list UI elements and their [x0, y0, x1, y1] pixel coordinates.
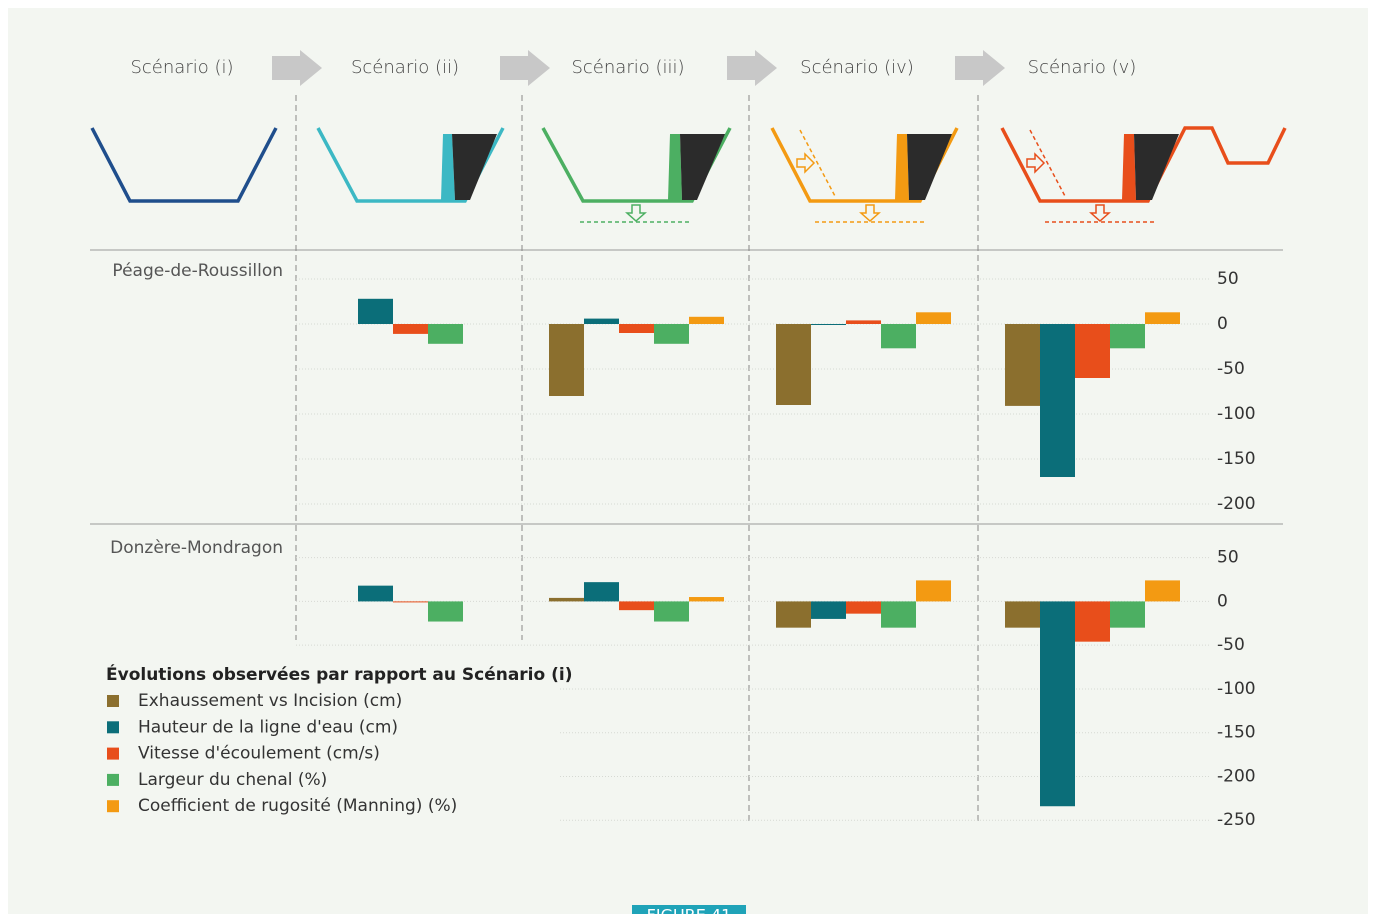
scenario-label: Scénario (ii) [351, 57, 459, 78]
legend-swatch [107, 695, 119, 707]
scenario-label: Scénario (v) [1028, 57, 1137, 78]
y-tick-label: -200 [1217, 494, 1256, 514]
legend-swatch [107, 773, 119, 786]
bar [393, 601, 428, 603]
bar [619, 324, 654, 333]
bar [358, 298, 393, 324]
bar [654, 601, 689, 622]
bar [846, 601, 881, 614]
bar [549, 597, 584, 602]
bar [584, 582, 619, 602]
chart-title: Péage-de-Roussillon [112, 261, 283, 281]
plots: Péage-de-Roussillon Donzère-Mondragon [110, 261, 1210, 821]
legend-label: Largeur du chenal (%) [138, 770, 327, 790]
bar [1110, 601, 1145, 628]
bar [1005, 324, 1040, 406]
y-tick-label: 50 [1217, 548, 1239, 568]
legend-label: Exhaussement vs Incision (cm) [138, 691, 402, 711]
legend-label: Hauteur de la ligne d'eau (cm) [138, 717, 398, 737]
bar [1075, 601, 1110, 642]
arrows [272, 50, 1005, 86]
legend-swatch [107, 721, 119, 734]
legend-label: Vitesse d'écoulement (cm/s) [138, 744, 380, 764]
y-tick-label: -150 [1217, 449, 1256, 469]
bar [654, 324, 689, 344]
bar [1005, 601, 1040, 628]
bar [1110, 324, 1145, 349]
y-tick-label: -100 [1217, 679, 1256, 699]
legend-swatch [107, 800, 119, 813]
y-tick-label: -250 [1217, 810, 1256, 830]
y-tick-label: -150 [1217, 723, 1256, 743]
bar [689, 316, 724, 324]
y-tick-label: -50 [1217, 635, 1245, 655]
bar [1075, 324, 1110, 378]
legend-bg [88, 648, 558, 833]
bar [811, 601, 846, 619]
bar [428, 324, 463, 344]
legend: Évolutions observées par rapport au Scén… [88, 648, 572, 833]
column-dividers [295, 95, 979, 825]
y-tick-label: 50 [1217, 269, 1239, 289]
bar [1040, 324, 1075, 477]
scenario-label: Scénario (iv) [800, 57, 914, 78]
y-tick-label: -100 [1217, 404, 1256, 424]
figure-label: FIGURE 41 [647, 906, 732, 914]
bar [1145, 580, 1180, 602]
legend-label: Coefficient de rugosité (Manning) (%) [138, 796, 457, 816]
bar [1040, 601, 1075, 807]
figure-label-bg [632, 905, 746, 914]
bar [846, 320, 881, 324]
y-tick-label: -50 [1217, 359, 1245, 379]
bar [584, 318, 619, 324]
bar [1145, 312, 1180, 324]
bar [619, 601, 654, 611]
y-tick-label: -200 [1217, 766, 1256, 786]
scenario-label: Scénario (iii) [571, 57, 684, 78]
bar [689, 597, 724, 602]
legend-swatch [107, 747, 119, 760]
bar [811, 324, 846, 325]
scenario-label: Scénario (i) [130, 57, 233, 78]
y-tick-label: 0 [1217, 591, 1228, 611]
bar [549, 324, 584, 396]
bar [776, 324, 811, 405]
legend-title: Évolutions observées par rapport au Scén… [106, 663, 572, 685]
y-tick-label: 0 [1217, 314, 1228, 334]
bar [916, 580, 951, 602]
bar [881, 324, 916, 349]
bar [428, 601, 463, 622]
bar [358, 585, 393, 602]
bar [881, 601, 916, 628]
bar [916, 312, 951, 324]
channel-diagrams [90, 126, 1287, 223]
bar [393, 324, 428, 334]
bar [776, 601, 811, 628]
chart-title: Donzère-Mondragon [110, 538, 283, 558]
